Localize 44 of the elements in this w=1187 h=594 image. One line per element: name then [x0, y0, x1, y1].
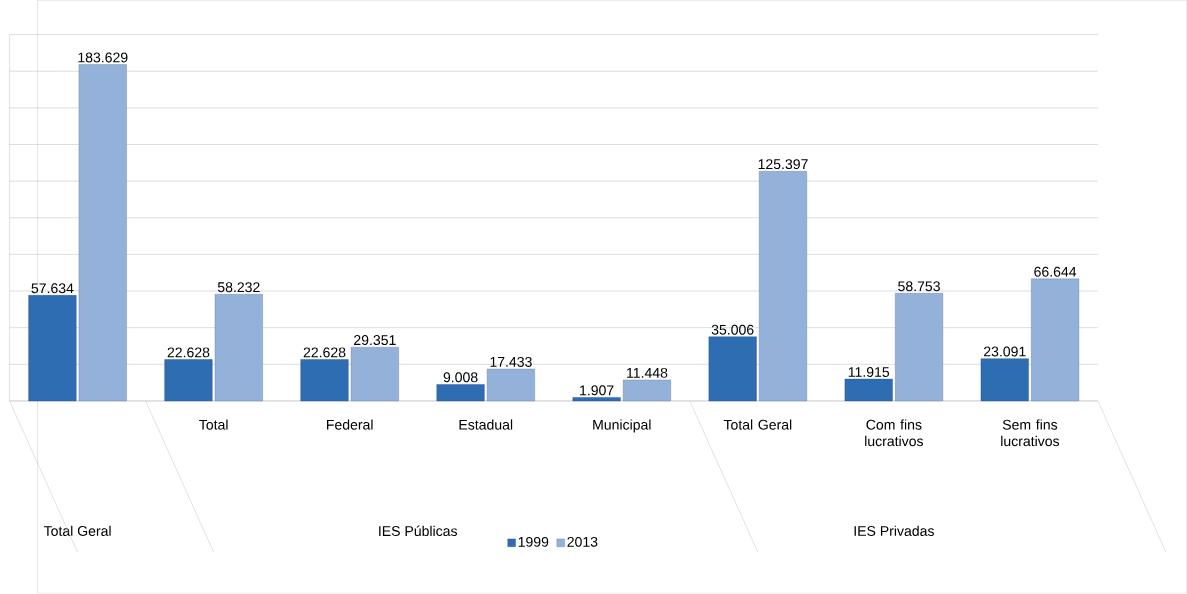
data-label: 23.091	[983, 346, 1026, 357]
bar	[78, 64, 127, 402]
bar	[708, 336, 757, 402]
legend-label: 2013	[567, 537, 598, 548]
x-tick-label: Municipal	[593, 419, 651, 433]
bar	[895, 293, 944, 402]
bar	[214, 294, 263, 402]
text: IES Privadas	[854, 525, 934, 537]
bar	[164, 359, 213, 402]
legend-label: 1999	[518, 537, 549, 548]
data-label: 35.006	[711, 324, 754, 335]
data-label: 66.644	[1034, 267, 1077, 277]
bar	[758, 171, 808, 402]
data-label: 17.433	[490, 357, 532, 368]
x-tick-label: Federal	[327, 419, 373, 430]
data-label: 9.008	[443, 372, 478, 383]
data-label: 29.351	[354, 335, 396, 346]
data-label: 11.915	[848, 367, 890, 378]
x-tick-label: Estadual	[459, 419, 513, 430]
data-label: 11.448	[627, 368, 668, 379]
bar	[844, 379, 893, 402]
data-label: 58.753	[898, 281, 940, 292]
bar	[350, 347, 399, 402]
data-label: 183.629	[78, 52, 128, 63]
bar	[572, 397, 621, 402]
bar	[300, 359, 349, 402]
data-label: 22.628	[303, 347, 346, 358]
data-label: 22.628	[167, 347, 210, 358]
bar	[980, 358, 1029, 402]
bar	[436, 384, 485, 402]
x-tick-label: Total Geral	[723, 419, 792, 430]
x-tick-label: Sem fins lucrativos	[1001, 419, 1060, 447]
data-label: 58.232	[217, 282, 260, 293]
data-label: 1.907	[580, 385, 614, 396]
bar	[622, 380, 671, 402]
bar	[1031, 278, 1080, 402]
data-label: 125.397	[758, 159, 808, 170]
bar	[486, 369, 535, 402]
data-label: 57.634	[31, 283, 74, 294]
text: IES Públicas	[379, 525, 458, 537]
bar	[28, 295, 77, 402]
text: Total Geral	[43, 525, 111, 537]
x-tick-label: Com fins lucrativos	[865, 419, 924, 447]
x-tick-label: Total	[199, 419, 228, 430]
